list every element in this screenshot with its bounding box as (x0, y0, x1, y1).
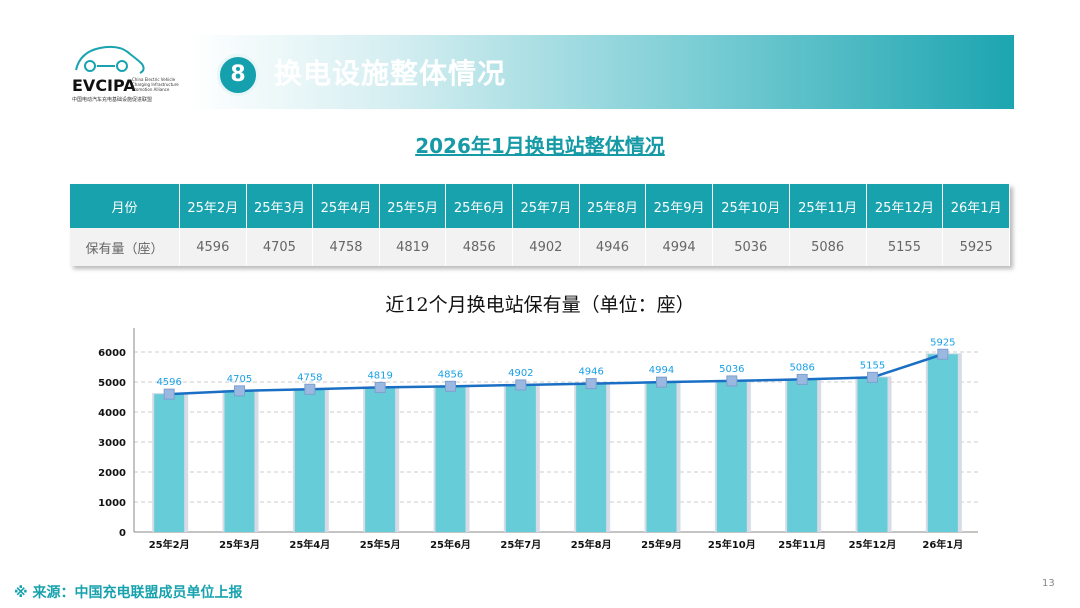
bar (224, 390, 255, 532)
line-marker (726, 375, 738, 387)
data-label: 4596 (156, 377, 181, 388)
column-header: 25年10月 (712, 184, 790, 228)
y-tick-label: 2000 (98, 468, 126, 479)
x-tick-label: 25年3月 (219, 538, 260, 551)
y-tick-label: 5000 (98, 378, 126, 389)
x-tick-label: 25年6月 (430, 538, 471, 551)
x-tick-label: 25年10月 (708, 538, 756, 551)
logo-name: EVCIPA (72, 76, 136, 95)
page-number: 13 (1042, 578, 1055, 589)
chart-title: 近12个月换电站保有量（单位：座） (385, 294, 695, 316)
page-title: 换电设施整体情况 (274, 57, 507, 90)
column-header: 25年5月 (379, 184, 447, 228)
bar (576, 383, 607, 532)
table-cell: 5086 (789, 228, 867, 266)
column-header: 26年1月 (942, 184, 1010, 228)
column-header: 25年3月 (246, 184, 314, 228)
table-header-row: 月份 25年2月 25年3月 25年4月 25年5月 25年6月 25年7月 25年8月 25年… (70, 184, 1010, 228)
x-tick-label: 25年2月 (149, 538, 190, 551)
bar (927, 354, 958, 532)
bar-line-chart: 0 1000 2000 3000 4000 5000 6000 25年2月 25年3月 25年4月… (98, 328, 978, 551)
table-cell: 4596 (179, 228, 247, 266)
line-marker (304, 383, 316, 395)
evcipa-logo-icon (75, 45, 145, 74)
column-header: 25年4月 (312, 184, 380, 228)
line-marker (374, 381, 386, 393)
y-tick-label: 3000 (98, 438, 126, 449)
column-header: 25年7月 (512, 184, 580, 228)
logo-english: China Electric Vehicle Charging Infrastr… (132, 77, 179, 92)
bar (365, 387, 396, 532)
data-label: 4946 (578, 367, 603, 378)
line-marker (656, 376, 667, 388)
x-tick-label: 25年5月 (360, 538, 401, 551)
line-marker (585, 378, 597, 390)
bar (787, 379, 818, 532)
section-subtitle: 2026年1月换电站整体情况 (415, 134, 665, 158)
bar (646, 382, 677, 532)
x-tick-label: 25年11月 (778, 538, 826, 551)
table-cell: 4946 (579, 228, 647, 266)
data-label: 4758 (297, 372, 322, 383)
x-tick-label: 26年1月 (922, 538, 963, 551)
column-header: 25年9月 (645, 184, 713, 228)
column-header: 25年6月 (445, 184, 514, 228)
data-label: 4994 (649, 365, 674, 376)
y-tick-label: 6000 (98, 348, 126, 359)
table-cell: 保有量（座） (70, 228, 180, 266)
x-tick-label: 25年12月 (849, 538, 897, 551)
data-label: 4856 (438, 369, 463, 380)
bar (716, 380, 747, 532)
bar (154, 394, 185, 532)
line-marker (445, 380, 456, 392)
line-marker (867, 371, 878, 383)
data-label: 5925 (930, 337, 955, 348)
x-tick-label: 25年8月 (571, 538, 612, 551)
table-cell: 4856 (445, 228, 514, 266)
column-header: 25年8月 (579, 184, 647, 228)
column-header: 25年12月 (866, 184, 944, 228)
x-tick-label: 25年9月 (641, 538, 682, 551)
bar (505, 384, 536, 532)
table-cell: 4994 (645, 228, 713, 266)
source-note: ※ 来源：中国充电联盟成员单位上报 (14, 585, 243, 601)
line-marker (515, 379, 527, 391)
summary-table: 月份 25年2月 25年3月 25年4月 25年5月 25年6月 25年7月 25年8月 25年… (70, 184, 1010, 266)
data-label: 5086 (789, 362, 814, 373)
data-label: 4902 (508, 368, 533, 379)
x-tick-label: 25年4月 (289, 538, 330, 551)
line-marker (937, 348, 949, 360)
table-cell: 4819 (379, 228, 447, 266)
header-banner (190, 35, 1014, 109)
x-tick-label: 25年7月 (500, 538, 541, 551)
data-label: 4705 (227, 374, 252, 385)
column-header: 25年11月 (789, 184, 867, 228)
series-line (169, 353, 944, 396)
bar (294, 389, 325, 532)
column-header: 月份 (70, 184, 180, 228)
line-marker (234, 385, 245, 397)
data-label: 5155 (860, 360, 885, 371)
table-cell: 4705 (246, 228, 314, 266)
line-marker (163, 388, 175, 400)
column-header: 25年2月 (179, 184, 247, 228)
data-label: 5036 (719, 364, 744, 375)
logo-chinese: 中国电动汽车充电基础设施促进联盟 (72, 97, 153, 103)
table-row: 保有量（座） 4596 4705 4758 4819 4856 4902 4946 4994 50… (70, 228, 1010, 266)
section-number-badge: 8 (217, 54, 259, 96)
table-cell: 5925 (942, 228, 1010, 266)
table-cell: 5155 (866, 228, 944, 266)
table-cell: 5036 (712, 228, 790, 266)
bar (857, 377, 888, 532)
table-cell: 4902 (512, 228, 580, 266)
line-marker (796, 373, 808, 385)
y-tick-label: 0 (119, 528, 126, 539)
y-tick-label: 4000 (98, 408, 126, 419)
table-cell: 4758 (312, 228, 380, 266)
bar (435, 386, 466, 532)
y-tick-label: 1000 (98, 498, 126, 509)
data-label: 4819 (367, 370, 392, 381)
